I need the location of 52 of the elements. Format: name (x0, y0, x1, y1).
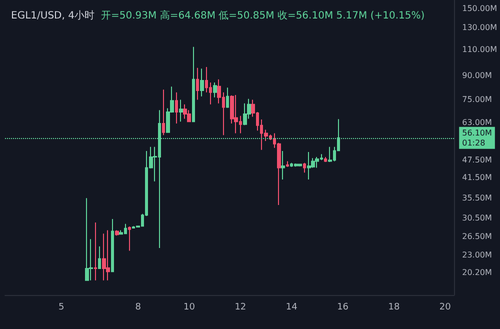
candlestick (281, 150, 285, 180)
candlestick (175, 92, 178, 124)
y-tick-label: 26.50M (462, 232, 492, 242)
x-tick-label: 10 (184, 302, 196, 312)
text: 开=50.93M 高=64.68M 低=50.85M 收=56.10M 5.17M (+10.15%) (101, 10, 425, 22)
candlestick (162, 89, 165, 136)
candlestick (234, 94, 238, 134)
candlestick (328, 146, 332, 163)
candlestick (115, 230, 119, 236)
y-tick-label: 23.00M (462, 250, 492, 260)
candlestick (98, 246, 101, 269)
ref-line-label: 56.10M 01:28 (462, 128, 492, 148)
y-tick-label: 30.50M (462, 214, 492, 223)
x-tick-label: 20 (439, 302, 452, 312)
candlestick (85, 198, 89, 281)
candlestick (298, 164, 302, 167)
candlestick (102, 233, 106, 281)
x-tick-label: 8 (135, 302, 142, 312)
text: EGL1/USD, 4小时 (11, 10, 94, 22)
y-tick-label: 130.00M (462, 22, 498, 32)
candlestick (243, 102, 247, 126)
candlestick (286, 160, 289, 168)
x-tick-label: 18 (388, 302, 400, 312)
candlestick (106, 230, 110, 281)
y-tick-label: 150.00M (462, 4, 498, 13)
candlestick (128, 226, 131, 252)
candlestick (213, 82, 217, 98)
candlestick (303, 162, 306, 174)
candlestick (200, 68, 204, 97)
x-tick-label: 14 (286, 302, 298, 312)
candlestick (294, 162, 298, 168)
candlestick (315, 156, 319, 168)
y-tick-label: 47.50M (462, 155, 492, 164)
y-tick-label: 20.20M (462, 268, 492, 277)
candlestick (111, 218, 114, 272)
y-tick-label: 75.00M (462, 95, 492, 104)
y-tick-label: 41.50M (462, 173, 492, 182)
x-tick-label: 16 (337, 302, 349, 312)
candlestick (196, 67, 199, 100)
candlestick (183, 104, 187, 120)
y-tick-label: 90.00M (462, 71, 492, 80)
x-tick-label: 5 (58, 302, 64, 312)
y-tick-label: 35.50M (462, 194, 492, 203)
candlestick (307, 152, 311, 180)
candlestick (324, 156, 327, 163)
x-tick-label: 12 (234, 302, 246, 312)
y-tick-label: 63.00M (462, 118, 492, 128)
candlestick (226, 87, 229, 108)
y-tick-label: 110.00M (462, 44, 498, 54)
candlestick (179, 99, 183, 122)
candlestick (192, 46, 195, 123)
candlestick (94, 222, 97, 281)
